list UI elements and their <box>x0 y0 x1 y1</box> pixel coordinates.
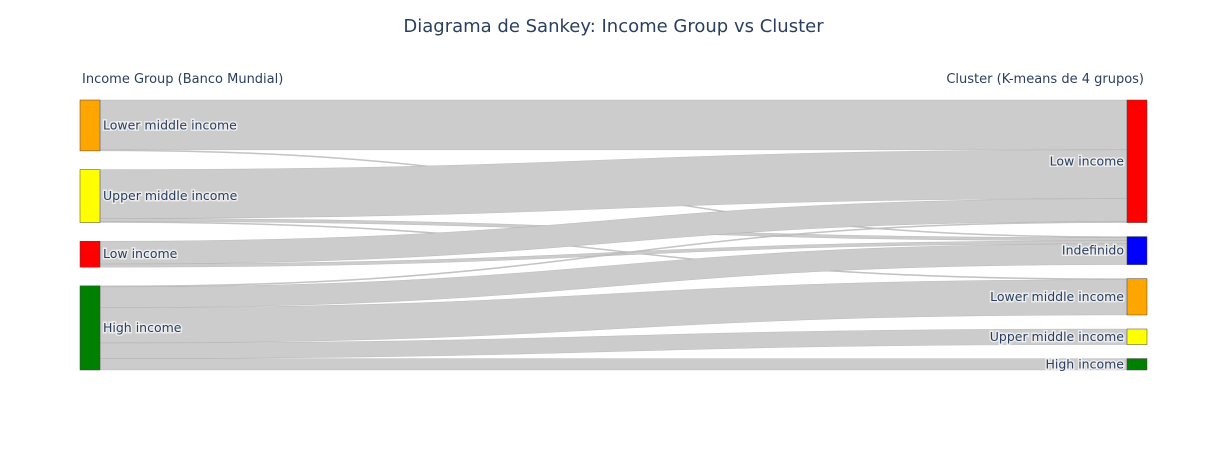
target-node-label-indefinido: Indefinido <box>1062 243 1124 258</box>
link-lower-middle-income-to-low-income[interactable] <box>99 99 1128 151</box>
target-node-label-low-income: Low income <box>1050 153 1125 168</box>
source-node-label-lower-middle-income: Lower middle income <box>103 117 237 132</box>
source-node-lower-middle-income[interactable] <box>79 99 101 152</box>
target-node-upper-middle-income[interactable] <box>1126 328 1148 345</box>
target-node-low-income[interactable] <box>1126 99 1148 223</box>
source-node-label-upper-middle-income: Upper middle income <box>103 188 238 203</box>
chart-title: Diagrama de Sankey: Income Group vs Clus… <box>403 16 824 37</box>
sankey-nodes: Lower middle income Upper middle income Lo… <box>79 99 1148 373</box>
target-node-lower-middle-income[interactable] <box>1126 278 1148 316</box>
source-node-label-low-income: Low income <box>103 246 178 261</box>
target-node-high-income[interactable] <box>1126 358 1148 371</box>
target-axis-label: Cluster (K-means de 4 grupos) <box>946 72 1144 87</box>
target-node-label-lower-middle-income: Lower middle income <box>990 289 1124 304</box>
target-node-indefinido[interactable] <box>1126 236 1148 265</box>
source-axis-label: Income Group (Banco Mundial) <box>82 72 284 87</box>
source-node-low-income[interactable] <box>79 240 101 268</box>
target-node-label-high-income: High income <box>1046 356 1125 371</box>
sankey-links <box>99 99 1128 371</box>
target-node-label-upper-middle-income: Upper middle income <box>990 329 1125 344</box>
link-high-income-to-high-income[interactable] <box>99 358 1128 371</box>
source-node-high-income[interactable] <box>79 285 101 371</box>
source-node-upper-middle-income[interactable] <box>79 169 101 223</box>
source-node-label-high-income: High income <box>103 320 182 335</box>
